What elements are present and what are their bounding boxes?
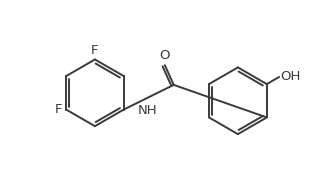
Text: OH: OH <box>281 70 301 84</box>
Text: F: F <box>55 103 62 116</box>
Text: O: O <box>160 49 170 62</box>
Text: NH: NH <box>137 104 157 117</box>
Text: F: F <box>91 44 99 57</box>
